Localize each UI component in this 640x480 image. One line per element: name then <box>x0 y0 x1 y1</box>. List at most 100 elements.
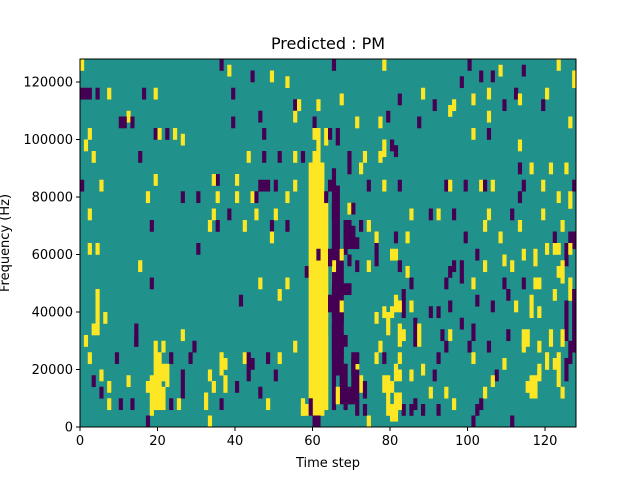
heatmap-cell <box>568 340 573 365</box>
heatmap-cell <box>448 266 453 278</box>
heatmap-cell <box>355 237 360 250</box>
heatmap-cell <box>180 369 185 382</box>
heatmap-cells <box>80 59 577 428</box>
heatmap-cell <box>347 220 352 250</box>
heatmap-cell <box>87 128 92 140</box>
heatmap-cell <box>312 151 317 428</box>
heatmap-cell <box>328 248 333 267</box>
heatmap-cell <box>366 179 371 192</box>
heatmap-cell <box>266 352 271 365</box>
heatmap-cell <box>529 375 538 399</box>
heatmap-cell <box>80 179 85 192</box>
heatmap-cell <box>304 266 309 278</box>
heatmap-cell <box>180 329 185 342</box>
heatmap-cell <box>316 99 321 112</box>
heatmap-cell <box>331 168 337 411</box>
heatmap-cell <box>572 289 577 319</box>
y-axis: 0 20000 40000 60000 80000 100000 120000 <box>23 76 80 436</box>
heatmap-cell <box>169 398 174 411</box>
heatmap-cell <box>130 398 135 411</box>
heatmap-cell <box>390 381 395 393</box>
heatmap-cell <box>227 208 232 221</box>
heatmap-cell <box>409 208 414 221</box>
heatmap-cell <box>568 231 577 250</box>
heatmap-cell <box>490 179 495 192</box>
heatmap-cell <box>448 179 453 192</box>
heatmap-cell <box>180 191 185 204</box>
y-tick-label: 120000 <box>23 76 73 91</box>
heatmap-cell <box>409 300 414 313</box>
heatmap-cell <box>308 398 313 416</box>
heatmap-cell <box>351 225 356 238</box>
heatmap-cell <box>556 352 561 376</box>
heatmap-cell <box>273 208 278 221</box>
heatmap-cell <box>126 110 131 123</box>
heatmap-cell <box>541 99 546 112</box>
heatmap-cell <box>149 220 154 232</box>
heatmap-cell <box>262 128 267 140</box>
heatmap-cell <box>537 306 542 319</box>
heatmap-cell <box>564 312 569 342</box>
x-tick-label: 0 <box>76 434 84 449</box>
heatmap-cell <box>417 116 422 129</box>
heatmap-cell <box>266 398 271 411</box>
heatmap-cell <box>258 277 263 290</box>
heatmap-cell <box>99 369 104 382</box>
heatmap-cell <box>471 323 476 342</box>
heatmap-cell <box>149 375 154 399</box>
heatmap-cell <box>351 363 356 376</box>
heatmap-cell <box>374 231 379 244</box>
y-tick-label: 80000 <box>32 191 73 206</box>
heatmap-cell <box>219 398 224 411</box>
heatmap-cell <box>421 87 426 100</box>
heatmap-cell <box>502 358 507 370</box>
heatmap-cell <box>525 381 530 393</box>
heatmap-cell <box>258 179 263 192</box>
heatmap-cell <box>494 369 499 382</box>
heatmap-cell <box>87 87 92 100</box>
x-tick-label: 40 <box>227 434 244 449</box>
heatmap-cell <box>355 260 360 273</box>
heatmap-cell <box>347 254 352 267</box>
heatmap-cell <box>285 277 290 290</box>
heatmap-cell <box>393 392 402 411</box>
heatmap-cell <box>308 162 313 416</box>
heatmap-cell <box>486 110 492 123</box>
heatmap-cell <box>293 340 298 353</box>
heatmap-cell <box>231 116 236 129</box>
heatmap-cell <box>483 386 488 399</box>
heatmap-cell <box>405 231 410 244</box>
heatmap-cell <box>339 346 344 359</box>
heatmap-cell <box>564 358 569 382</box>
heatmap-cell <box>421 363 426 376</box>
heatmap-cell <box>564 162 569 175</box>
heatmap-cell <box>343 220 348 255</box>
heatmap-cell <box>428 306 433 319</box>
heatmap-cell <box>293 179 298 192</box>
heatmap-cell <box>421 404 426 416</box>
heatmap-cell <box>169 352 174 365</box>
heatmap-cell <box>552 243 561 255</box>
heatmap-cell <box>390 248 395 261</box>
heatmap-cell <box>382 375 387 393</box>
heatmap-cell <box>459 76 464 89</box>
heatmap-cell <box>448 300 453 313</box>
heatmap-cell <box>99 386 104 399</box>
heatmap-cell <box>390 409 399 422</box>
heatmap-cell <box>486 128 492 140</box>
heatmap-cell <box>448 329 453 342</box>
heatmap-cell <box>258 110 263 123</box>
heatmap-cell <box>351 352 360 365</box>
heatmap-cell <box>548 329 554 347</box>
heatmap-cell <box>277 352 282 365</box>
heatmap-cell <box>339 363 348 405</box>
plot-frame <box>79 58 577 428</box>
heatmap-cell <box>80 59 85 71</box>
heatmap-cell <box>467 59 472 71</box>
heatmap-cell <box>262 179 271 192</box>
heatmap-cell <box>277 289 282 301</box>
heatmap-cell <box>211 381 216 393</box>
heatmap-cell <box>436 306 441 319</box>
heatmap-cell <box>490 375 495 388</box>
